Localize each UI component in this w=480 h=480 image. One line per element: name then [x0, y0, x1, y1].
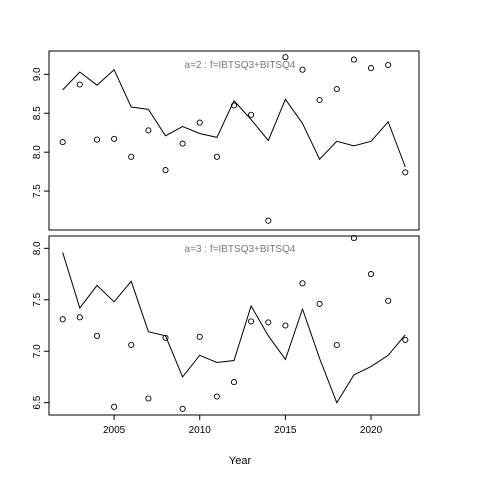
observation-point: [367, 271, 375, 278]
y-tick-label: 7.0: [32, 344, 43, 358]
observation-point: [179, 140, 186, 147]
observation-point: [385, 61, 392, 69]
model-series-line: [62, 68, 406, 168]
observation-point: [59, 139, 66, 146]
observation-point: [248, 111, 255, 118]
observation-point: [128, 341, 135, 349]
observation-point: [333, 341, 340, 349]
observation-point: [162, 167, 169, 174]
observation-point: [76, 314, 83, 321]
x-tick-label: 2005: [103, 425, 126, 436]
observation-point: [299, 280, 306, 287]
observation-point: [350, 235, 357, 242]
y-tick-label: 8.0: [32, 241, 43, 255]
observation-point: [316, 300, 323, 307]
observation-point: [230, 379, 238, 386]
observation-point: [196, 333, 203, 340]
observation-point: [299, 66, 306, 73]
observation-point: [59, 316, 66, 323]
observation-point: [93, 136, 101, 143]
observation-point: [111, 403, 118, 410]
y-tick-label: 7.5: [32, 184, 43, 198]
y-tick-label: 8.0: [32, 145, 43, 159]
panel-age-3-frame: [48, 235, 420, 416]
x-axis-title: Year: [229, 455, 252, 467]
observation-point: [248, 318, 255, 325]
observation-point: [76, 81, 83, 88]
observation-point: [179, 405, 186, 412]
observation-point: [196, 119, 203, 126]
observation-point: [385, 297, 392, 304]
x-tick-label: 2010: [189, 425, 212, 436]
observation-point: [316, 96, 323, 104]
y-tick-label: 9.0: [32, 67, 43, 81]
observation-point: [111, 135, 118, 142]
observation-point: [282, 54, 289, 61]
panel-age-2-title: a=2 : f=IBTSQ3+BITSQ4: [185, 60, 296, 71]
panel-age-3: a=3 : f=IBTSQ3+BITSQ4 6.5 7.0 7.5 8.0 2005 20…: [32, 235, 420, 436]
observation-point: [145, 127, 152, 134]
observation-point: [282, 322, 289, 329]
observation-point: [333, 86, 340, 93]
observation-point: [145, 395, 152, 402]
panel-age-2-frame: [48, 50, 420, 231]
observation-point: [230, 102, 238, 109]
panel-age-2: a=2 : f=IBTSQ3+BITSQ4 7.5 8.0 8.5 9.0: [32, 50, 420, 231]
observation-point: [265, 217, 272, 224]
model-series-line: [62, 252, 406, 404]
y-tick-label: 6.5: [32, 395, 43, 409]
x-tick-label: 2015: [274, 425, 297, 436]
observation-point: [350, 56, 357, 63]
observation-point: [128, 153, 135, 160]
x-tick-label: 2020: [360, 425, 383, 436]
y-tick-label: 8.5: [32, 106, 43, 120]
observation-point: [265, 319, 272, 326]
panel-age-3-title: a=3 : f=IBTSQ3+BITSQ4: [185, 244, 296, 255]
observation-point: [93, 332, 101, 339]
observation-point: [213, 393, 220, 400]
observation-point: [162, 334, 169, 341]
observation-point: [367, 65, 375, 72]
observation-point: [402, 336, 409, 343]
observation-point: [402, 169, 409, 176]
y-tick-label: 7.5: [32, 292, 43, 306]
observation-point: [213, 153, 220, 160]
